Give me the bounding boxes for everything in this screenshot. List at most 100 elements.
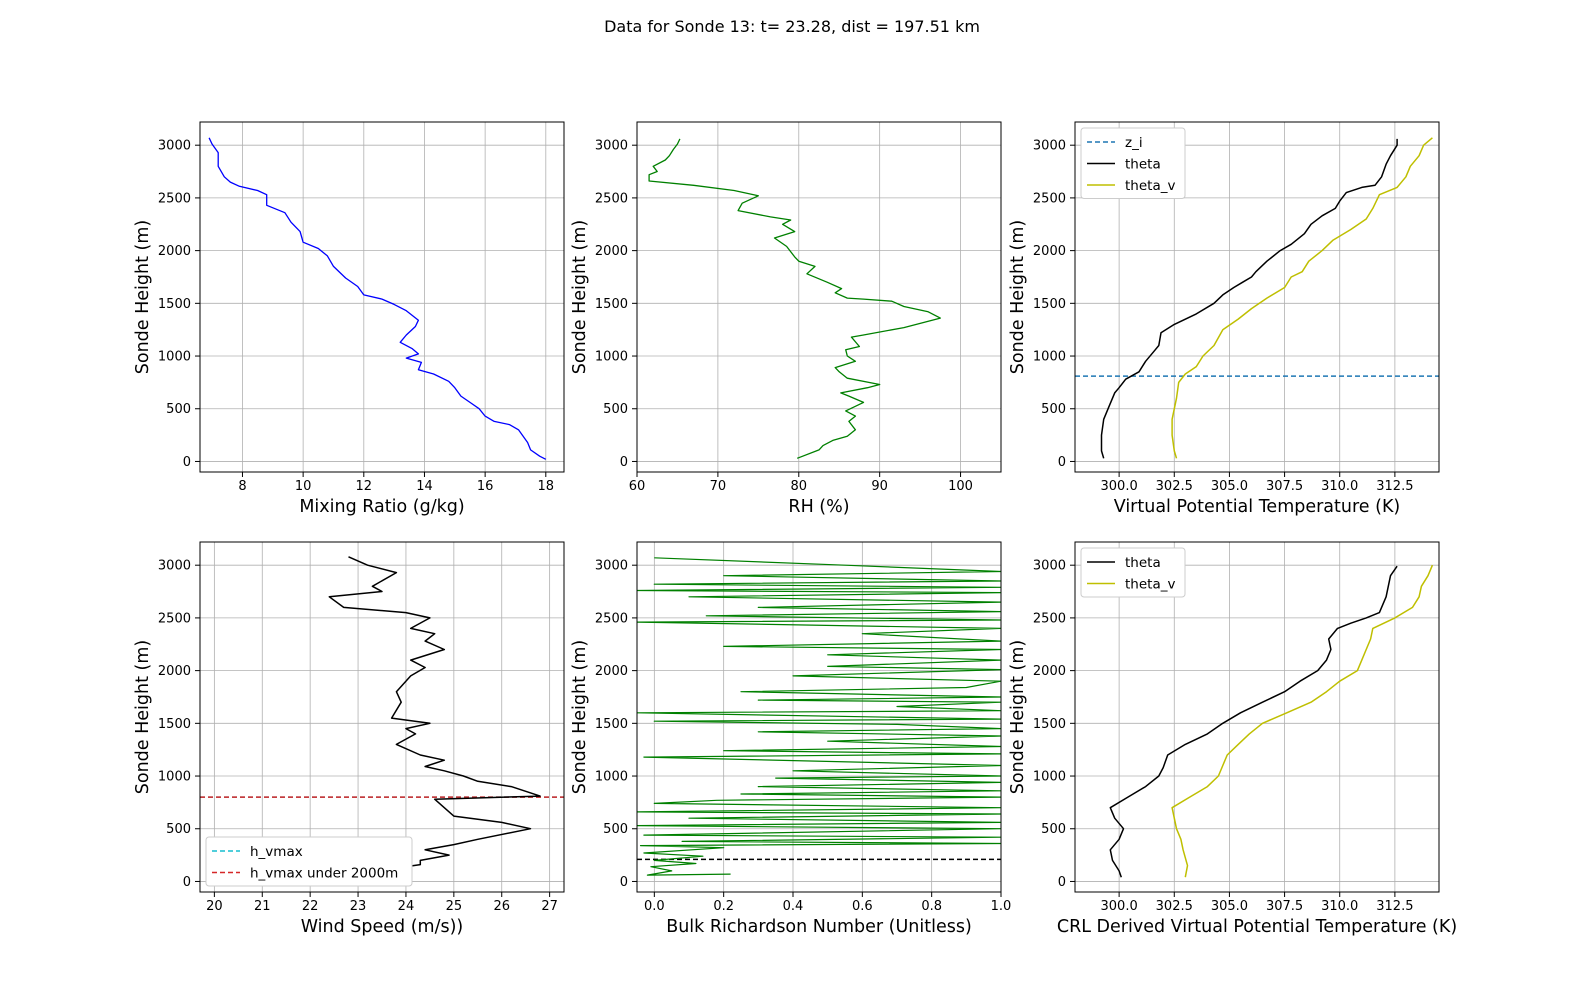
chart-panel-4: 20 21 22 23 24 25 26 27 0 500 1000 1500 2000 2500 3000… <box>133 541 565 937</box>
x-tick-label: 22 <box>302 899 319 914</box>
y-tick-label: 0 <box>1058 875 1066 890</box>
x-tick-label: 90 <box>871 479 888 494</box>
y-tick-label: 2500 <box>158 191 191 206</box>
legend-label: theta_v <box>1125 577 1175 593</box>
y-tick-label: 2500 <box>595 611 628 626</box>
series-group <box>1100 137 1433 459</box>
y-tick-label: 2000 <box>595 664 628 679</box>
y-tick-label: 2000 <box>158 244 191 259</box>
x-axis-label: Virtual Potential Temperature (K) <box>1114 497 1401 517</box>
legend-box <box>1080 547 1186 598</box>
x-axis-label: RH (%) <box>788 497 849 517</box>
x-tick-label: 10 <box>295 479 312 494</box>
y-tick-label: 1000 <box>158 350 191 365</box>
y-tick-label: 3000 <box>595 559 628 574</box>
series-line-wind <box>219 556 541 882</box>
y-tick-label: 1500 <box>595 717 628 732</box>
series-group <box>219 556 541 882</box>
x-tick-label: 0.2 <box>713 899 734 914</box>
x-tick-label: 12 <box>356 479 373 494</box>
y-tick-label: 0 <box>183 455 191 470</box>
x-tick-label: 310.0 <box>1321 899 1358 914</box>
y-tick-label: 2500 <box>1033 191 1066 206</box>
y-tick-label: 1000 <box>595 770 628 785</box>
y-tick-label: 3000 <box>1033 139 1066 154</box>
series-line-theta <box>1109 565 1398 878</box>
chart-panel-6: 300.0 302.5 305.0 307.5 310.0 312.5 0 500 1000 15… <box>1008 541 1457 937</box>
x-tick-label: 305.0 <box>1211 479 1248 494</box>
x-tick-label: 0.0 <box>644 899 665 914</box>
x-tick-label: 305.0 <box>1211 899 1248 914</box>
y-axis-label: Sonde Height (m) <box>1008 220 1028 374</box>
legend-box <box>1080 127 1186 199</box>
series-line-theta_v <box>1171 137 1433 459</box>
y-tick-label: 3000 <box>595 139 628 154</box>
plot-frame <box>636 121 1002 473</box>
x-axis-label: Bulk Richardson Number (Unitless) <box>666 917 972 937</box>
legend-label: z_i <box>1125 135 1143 151</box>
y-tick-label: 500 <box>1041 822 1066 837</box>
x-tick-label: 300.0 <box>1101 479 1138 494</box>
figure-title: Data for Sonde 13: t= 23.28, dist = 197.… <box>604 17 980 36</box>
x-tick-label: 18 <box>538 479 555 494</box>
y-tick-label: 0 <box>620 455 628 470</box>
y-tick-label: 1000 <box>1033 770 1066 785</box>
plot-frame <box>199 541 565 893</box>
x-tick-label: 20 <box>206 899 223 914</box>
y-tick-label: 500 <box>166 402 191 417</box>
legend-label: h_vmax under 2000m <box>250 866 398 882</box>
x-tick-label: 310.0 <box>1321 479 1358 494</box>
y-tick-label: 500 <box>603 822 628 837</box>
y-tick-label: 1000 <box>158 770 191 785</box>
y-tick-label: 2500 <box>1033 611 1066 626</box>
x-tick-label: 27 <box>541 899 558 914</box>
x-tick-label: 302.5 <box>1156 479 1193 494</box>
series-line-1 <box>648 138 941 459</box>
plot-frame <box>1074 121 1440 473</box>
y-tick-label: 500 <box>603 402 628 417</box>
y-axis-label: Sonde Height (m) <box>133 640 153 794</box>
series-line-theta_v <box>1171 564 1434 878</box>
x-tick-label: 14 <box>416 479 433 494</box>
y-tick-label: 1500 <box>158 717 191 732</box>
chart-panel-3: 300.0 302.5 305.0 307.5 310.0 312.5 0 500 1000 15… <box>1008 121 1440 517</box>
x-tick-label: 0.8 <box>921 899 942 914</box>
x-tick-label: 21 <box>254 899 271 914</box>
x-tick-label: 100 <box>948 479 973 494</box>
y-tick-label: 3000 <box>158 139 191 154</box>
y-tick-label: 2000 <box>595 244 628 259</box>
series-line-1 <box>637 557 1001 876</box>
series-line-theta <box>1100 138 1398 459</box>
y-axis-label: Sonde Height (m) <box>133 220 153 374</box>
y-tick-label: 3000 <box>1033 559 1066 574</box>
y-tick-label: 2000 <box>158 664 191 679</box>
series-group <box>208 137 547 460</box>
legend-label: theta <box>1125 157 1161 173</box>
legend-label: theta_v <box>1125 178 1175 194</box>
series-group <box>637 557 1001 876</box>
legend-label: h_vmax <box>250 844 303 860</box>
y-tick-label: 2500 <box>158 611 191 626</box>
legend: theta theta_v <box>1080 547 1186 598</box>
x-tick-label: 0.6 <box>852 899 873 914</box>
x-tick-label: 307.5 <box>1266 899 1303 914</box>
y-axis-label: Sonde Height (m) <box>1008 640 1028 794</box>
y-tick-label: 3000 <box>158 559 191 574</box>
y-tick-label: 0 <box>620 875 628 890</box>
series-group <box>1109 564 1434 878</box>
y-tick-label: 2000 <box>1033 244 1066 259</box>
x-tick-label: 70 <box>710 479 727 494</box>
x-axis-label: Mixing Ratio (g/kg) <box>299 497 464 517</box>
x-tick-label: 8 <box>238 479 246 494</box>
y-tick-label: 1500 <box>595 297 628 312</box>
x-tick-label: 24 <box>398 899 415 914</box>
legend-box <box>205 836 413 887</box>
plot-frame <box>1074 541 1440 893</box>
x-tick-label: 1.0 <box>991 899 1012 914</box>
x-tick-label: 60 <box>629 479 646 494</box>
series-group <box>648 138 941 459</box>
y-tick-label: 1500 <box>158 297 191 312</box>
x-tick-label: 80 <box>791 479 808 494</box>
